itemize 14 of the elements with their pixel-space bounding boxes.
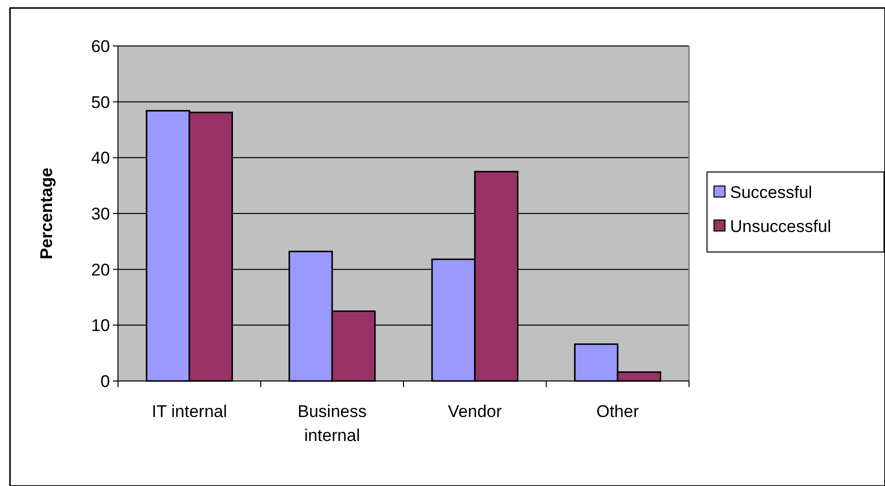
y-tick-label: 10 [91, 316, 110, 336]
legend-label: Successful [730, 182, 812, 202]
x-tick-label: IT internal [152, 402, 228, 421]
y-tick-label: 50 [91, 92, 110, 112]
x-tick-label: Business internal [298, 402, 367, 445]
x-tick-label: Other [596, 402, 640, 421]
y-tick-label: 40 [91, 148, 110, 168]
y-tick-label: 0 [100, 372, 110, 391]
y-tick-label: 20 [91, 260, 110, 280]
y-axis-title: Percentage [37, 168, 56, 260]
y-tick-label: 60 [91, 36, 110, 56]
x-tick-label: Vendor [448, 402, 502, 421]
legend-label: Unsuccessful [730, 216, 832, 236]
y-tick-label: 30 [91, 204, 110, 224]
